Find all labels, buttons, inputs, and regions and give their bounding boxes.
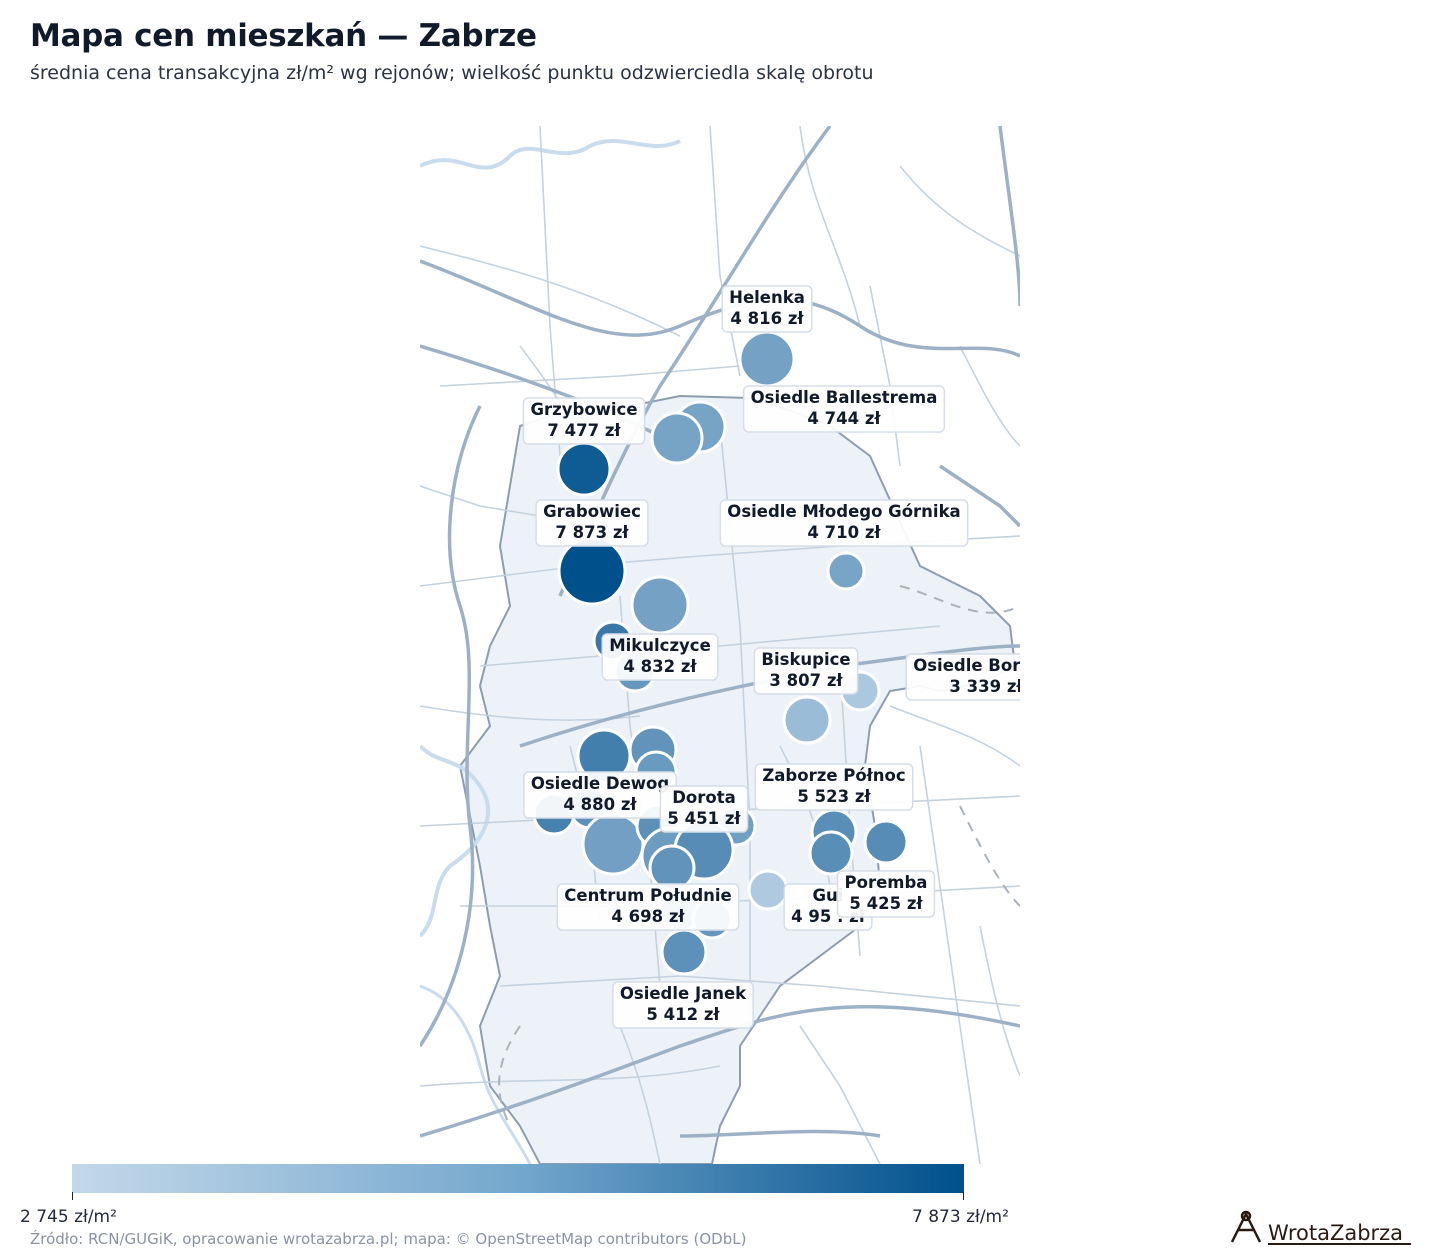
label-box [754, 763, 914, 811]
label-box [905, 653, 1020, 701]
district-price: 5 425 zł [849, 894, 923, 913]
wrotazabrza-logo: WrotaZabrza [1230, 1210, 1411, 1245]
district-name: Osiedle Janek [620, 984, 747, 1003]
map-title: Mapa cen mieszkań — Zabrze [30, 18, 537, 54]
label-box [601, 633, 719, 681]
river [420, 139, 681, 170]
label-box [753, 647, 859, 695]
label-box [659, 785, 749, 833]
district-price: 4 698 zł [611, 907, 685, 926]
district-name: Osiedle Borsiga [913, 656, 1020, 675]
district-name: Grabowiec [543, 502, 641, 521]
district-bubble[interactable] [556, 441, 612, 497]
label-box [719, 499, 969, 547]
district-price: 5 523 zł [797, 787, 871, 806]
district-label: Grzybowice 7 477 zł [522, 397, 646, 445]
district-price: 4 880 zł [563, 795, 637, 814]
map-subtitle: średnia cena transakcyjna zł/m² wg rejon… [30, 62, 874, 84]
district-price: 5 451 zł [667, 809, 741, 828]
district-label: Centrum Południe 4 698 zł [556, 883, 740, 931]
district-label: Mikulczyce 4 832 zł [601, 633, 719, 681]
district-bubble[interactable] [650, 411, 704, 465]
district-bubble[interactable] [863, 819, 909, 865]
colorbar-max-tick [963, 1192, 964, 1200]
district-name: Poremba [845, 873, 928, 892]
district-name: Gui [813, 886, 844, 905]
district-bubble[interactable] [782, 695, 832, 745]
district-name: Mikulczyce [609, 636, 711, 655]
district-label: Osiedle Dewog 4 880 zł [523, 771, 677, 819]
district-bubble[interactable] [738, 330, 796, 388]
district-price: 4 832 zł [623, 657, 697, 676]
district-labels: Helenka 4 816 zł Osiedle Ballestrema 4 744 … [522, 285, 1020, 1029]
district-bubble[interactable] [826, 551, 866, 591]
district-label: Osiedle Ballestrema 4 744 zł [742, 385, 946, 433]
district-name: Osiedle Ballestrema [751, 388, 938, 407]
district-label: Osiedle Borsiga 3 339 zł [905, 653, 1020, 701]
district-price: 5 412 zł [646, 1005, 720, 1024]
district-price: 7 873 zł [555, 523, 629, 542]
district-bubble[interactable] [630, 575, 690, 635]
district-name: Centrum Południe [564, 886, 731, 905]
price-colorbar [72, 1164, 964, 1193]
district-bubble[interactable] [808, 830, 854, 876]
district-label: Osiedle Janek 5 412 zł [612, 981, 754, 1029]
label-box [742, 385, 946, 433]
label-box [556, 883, 740, 931]
logo-text: WrotaZabrza [1268, 1221, 1403, 1245]
label-box [522, 397, 646, 445]
district-price: 3 339 zł [949, 677, 1020, 696]
district-name: Osiedle Młodego Górnika [727, 502, 960, 521]
district-bubble[interactable] [747, 869, 789, 911]
district-price: 3 807 zł [769, 671, 843, 690]
district-label: Dorota 5 451 zł [659, 785, 749, 833]
label-box [535, 499, 649, 547]
colorbar-min-label: 2 745 zł/m² [20, 1207, 117, 1227]
district-name: Osiedle Dewog [531, 774, 669, 793]
district-label: Grabowiec 7 873 zł [535, 499, 649, 547]
district-label: Osiedle Młodego Górnika 4 710 zł [719, 499, 969, 547]
district-bubble[interactable] [557, 536, 627, 606]
label-box [721, 285, 813, 333]
mine-shaft-icon [1230, 1210, 1262, 1243]
label-box [836, 870, 936, 918]
district-label: Zaborze Północ 5 523 zł [754, 763, 914, 811]
district-price: 4 710 zł [807, 523, 881, 542]
district-bubble[interactable] [660, 928, 708, 976]
district-price-map: Helenka 4 816 zł Osiedle Ballestrema 4 744 … [420, 126, 1020, 1164]
colorbar-max-label: 7 873 zł/m² [912, 1207, 1009, 1227]
district-name: Zaborze Północ [762, 766, 905, 785]
district-name: Helenka [729, 288, 805, 307]
district-bubble[interactable] [581, 812, 645, 876]
district-name: Dorota [672, 788, 736, 807]
district-label: Poremba 5 425 zł [836, 870, 936, 918]
district-price: 7 477 zł [547, 421, 621, 440]
district-name: Biskupice [761, 650, 850, 669]
colorbar-min-tick [72, 1192, 73, 1200]
district-price: 4 816 zł [730, 309, 804, 328]
district-name: Grzybowice [530, 400, 637, 419]
district-label: Helenka 4 816 zł [721, 285, 813, 333]
district-price: 4 744 zł [807, 409, 881, 428]
district-label: Biskupice 3 807 zł [753, 647, 859, 695]
label-box [612, 981, 754, 1029]
source-note: Źródło: RCN/GUGiK, opracowanie wrotazabr… [30, 1230, 747, 1248]
